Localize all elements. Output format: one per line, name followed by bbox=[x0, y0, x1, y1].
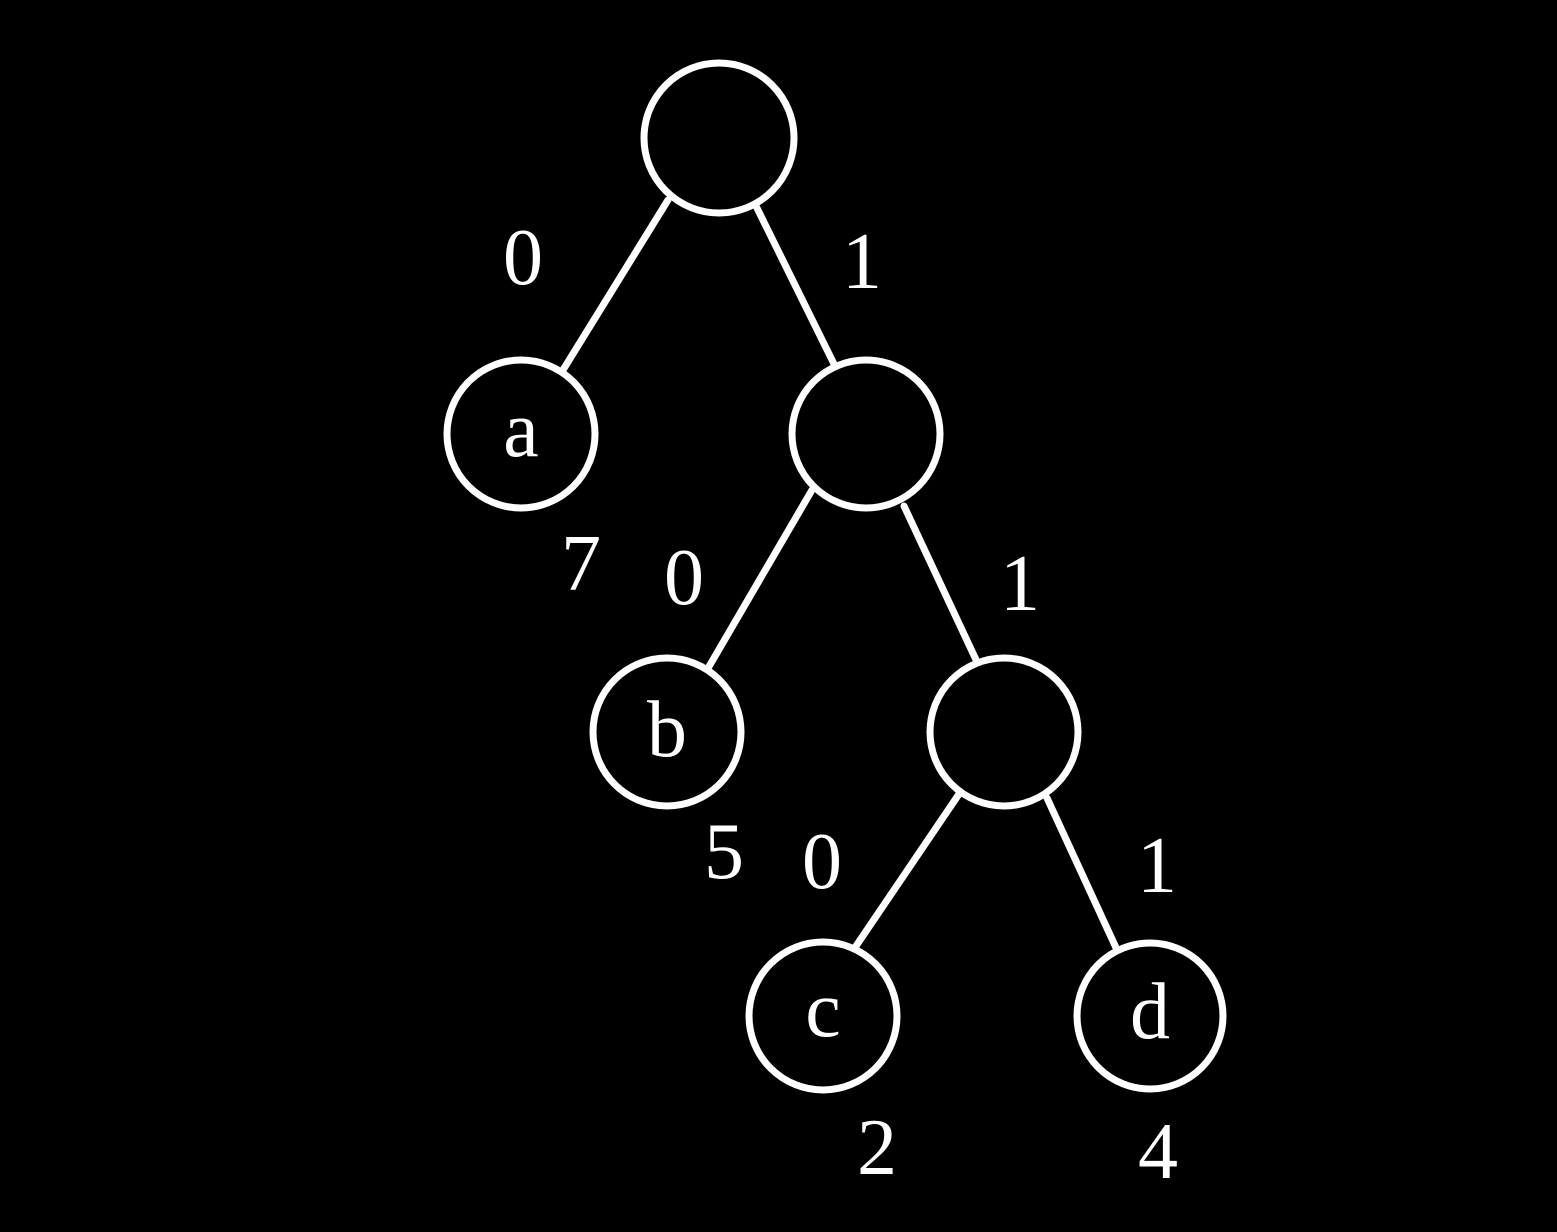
edge-root-n1 bbox=[752, 202, 839, 370]
edge-n1-n2-bit: 1 bbox=[1000, 540, 1040, 628]
edge-n2-d-bit: 1 bbox=[1137, 822, 1177, 910]
node-a-weight: 7 bbox=[561, 520, 601, 608]
node-c-weight: 2 bbox=[857, 1104, 897, 1192]
node-root bbox=[640, 59, 798, 217]
edge-root-n1-bit: 1 bbox=[842, 218, 882, 306]
edge-n2-c-bit: 0 bbox=[802, 818, 842, 906]
edge-n2-d bbox=[1043, 794, 1122, 956]
edge-n2-c bbox=[848, 790, 963, 956]
edge-n1-b bbox=[703, 486, 816, 674]
node-d-weight: 4 bbox=[1138, 1108, 1178, 1196]
node-c: c bbox=[745, 938, 901, 1094]
edge-n1-b-bit: 0 bbox=[664, 534, 704, 622]
node-internal-1 bbox=[788, 356, 944, 512]
edge-n1-n2 bbox=[900, 502, 982, 668]
node-a-letter: a bbox=[503, 386, 539, 474]
node-d: d bbox=[1073, 939, 1227, 1093]
node-b: b bbox=[589, 654, 745, 810]
edge-root-a bbox=[559, 196, 672, 374]
node-a: a bbox=[443, 356, 599, 512]
node-internal-2 bbox=[926, 654, 1082, 810]
node-b-weight: 5 bbox=[704, 808, 744, 896]
node-b-letter: b bbox=[647, 686, 687, 774]
node-d-letter: d bbox=[1130, 968, 1170, 1056]
node-c-letter: c bbox=[805, 966, 841, 1054]
edge-root-a-bit: 0 bbox=[503, 214, 543, 302]
